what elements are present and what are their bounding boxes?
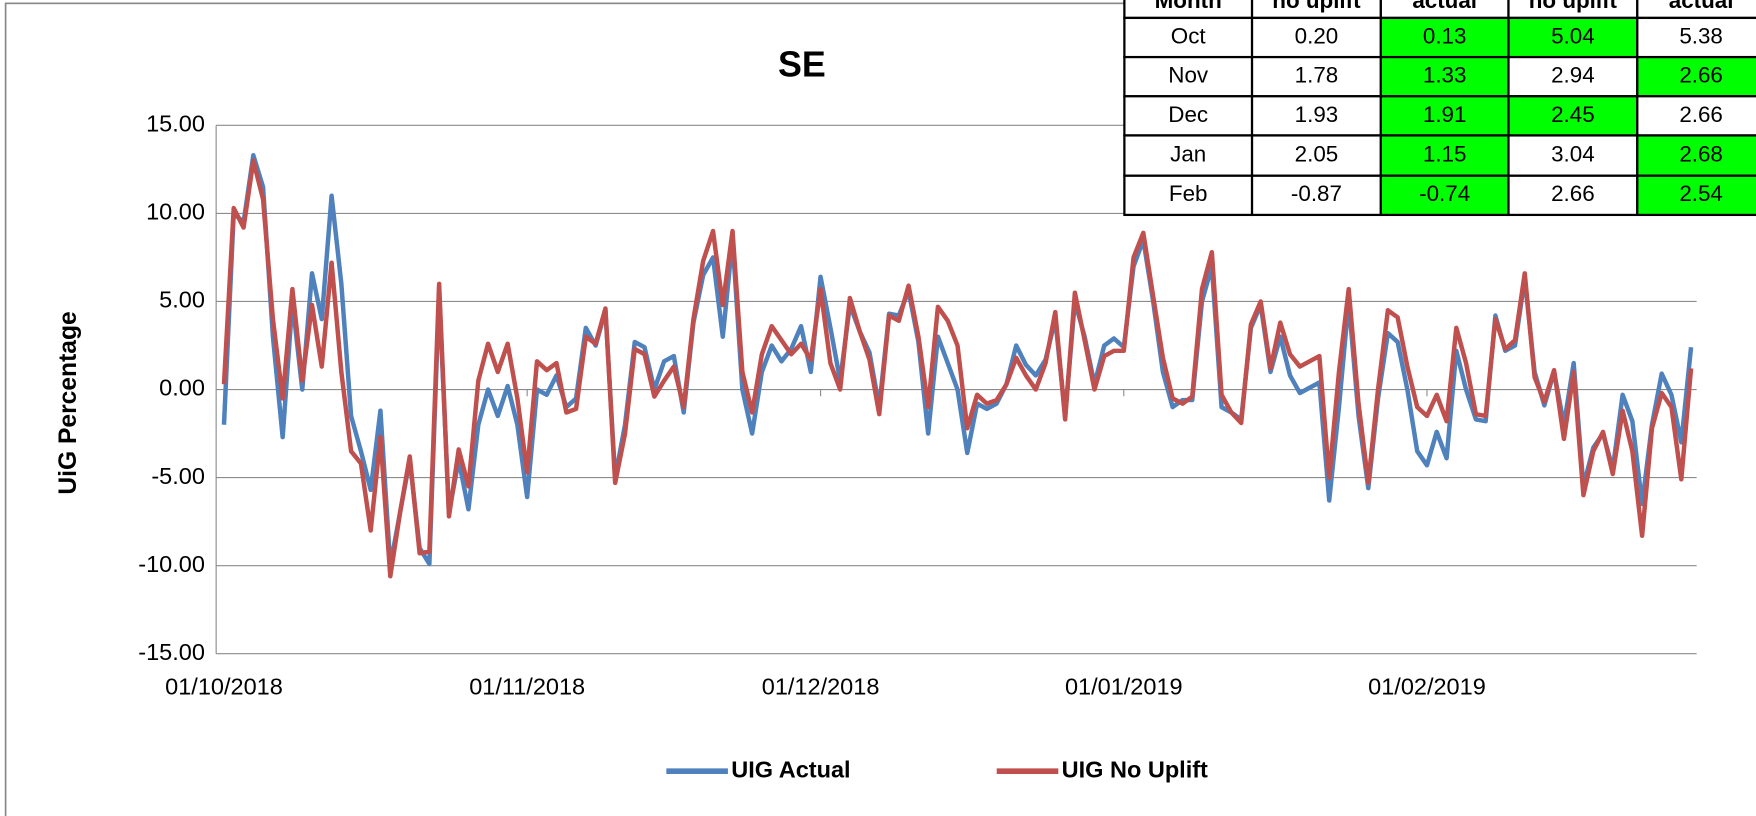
table-cell-text: 1.15 xyxy=(1423,142,1467,167)
table-cell-text: 5.38 xyxy=(1679,23,1723,48)
table-header-text: actual xyxy=(1669,0,1734,13)
legend-label: UIG Actual xyxy=(731,756,850,782)
table-cell-text: Feb xyxy=(1169,181,1208,206)
x-tick-label: 01/01/2019 xyxy=(1065,674,1183,700)
table-cell-text: Nov xyxy=(1168,63,1209,88)
y-axis-label: UiG Percentage xyxy=(55,311,82,494)
table-cell xyxy=(1250,95,1382,137)
summary-table: Month no uplift actual no uplift actual Oct 0.… xyxy=(1123,0,1756,217)
chart-title: SE xyxy=(778,45,826,85)
table-cell-text: 1.91 xyxy=(1423,102,1467,127)
table-cell-text: 1.33 xyxy=(1423,63,1467,88)
table-cell-text: 5.04 xyxy=(1551,23,1595,48)
y-tick-label: -5.00 xyxy=(151,463,205,489)
table-cell xyxy=(1250,55,1382,98)
table-cell xyxy=(1250,174,1382,217)
table-cell xyxy=(1250,16,1382,59)
table-header-text: Month xyxy=(1155,0,1222,13)
table-cell-text: 2.54 xyxy=(1679,181,1723,206)
table-cell-text: Dec xyxy=(1168,102,1208,127)
table-cell-text: 0.13 xyxy=(1423,23,1467,48)
table-cell-text: 2.66 xyxy=(1679,102,1723,127)
table-cell xyxy=(1507,55,1639,98)
y-tick-label: 5.00 xyxy=(159,287,205,313)
table-cell xyxy=(1636,174,1756,217)
x-tick-label: 01/02/2019 xyxy=(1368,674,1486,700)
table-cell-text: 1.93 xyxy=(1295,102,1339,127)
table-cell xyxy=(1379,134,1510,177)
x-tick-label: 01/11/2018 xyxy=(469,674,585,700)
table-cell-text: 2.66 xyxy=(1551,181,1595,206)
table-cell-text: 1.78 xyxy=(1295,63,1339,88)
table-header-text: no uplift xyxy=(1272,0,1361,13)
y-tick-label: 15.00 xyxy=(146,111,205,137)
table-cell-text: -0.74 xyxy=(1419,181,1470,206)
data-line xyxy=(221,158,1694,579)
table-header-text: actual xyxy=(1412,0,1477,13)
y-tick-label: -15.00 xyxy=(138,639,205,665)
table-cell-text: 3.04 xyxy=(1551,142,1595,167)
table-cell-text: Jan xyxy=(1170,142,1206,167)
table-cell-text: -0.87 xyxy=(1291,181,1342,206)
table-header-text: no uplift xyxy=(1529,0,1618,13)
table-cell-text: Oct xyxy=(1171,23,1207,48)
x-tick-label: 01/12/2018 xyxy=(762,674,880,700)
table-cell-text: 0.20 xyxy=(1295,23,1339,48)
table-cell xyxy=(1379,95,1510,137)
table-cell-text: 2.05 xyxy=(1295,142,1339,167)
table-cell-text: 2.94 xyxy=(1551,63,1595,88)
table-cell xyxy=(1636,55,1756,98)
y-tick-label: -10.00 xyxy=(138,551,205,577)
table-cell xyxy=(1379,174,1510,217)
legend-label: UIG No Uplift xyxy=(1062,756,1208,782)
table-cell xyxy=(1507,16,1639,59)
x-tick-label: 01/10/2018 xyxy=(165,674,283,700)
y-tick-label: 0.00 xyxy=(159,375,205,401)
table-cell-text: 2.45 xyxy=(1551,102,1595,127)
table-cell-text: 2.68 xyxy=(1679,142,1723,167)
table-cell-text: 2.66 xyxy=(1679,63,1723,88)
data-line xyxy=(221,153,1694,568)
y-tick-label: 10.00 xyxy=(146,199,205,225)
